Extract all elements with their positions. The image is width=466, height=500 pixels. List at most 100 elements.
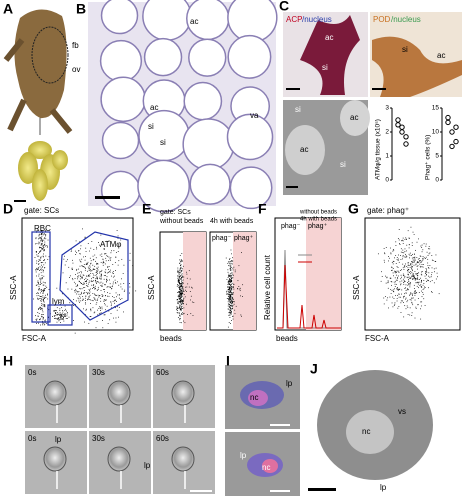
event-dot — [39, 307, 41, 309]
event-dot — [228, 275, 230, 277]
event-dot — [113, 300, 115, 302]
event-dot — [102, 264, 104, 266]
event-dot — [403, 293, 405, 295]
event-dot — [407, 270, 408, 271]
event-dot — [228, 289, 229, 291]
event-dot — [413, 278, 415, 279]
event-dot — [230, 310, 232, 312]
event-dot — [395, 255, 397, 256]
event-dot — [102, 295, 104, 297]
histogram-with — [277, 264, 341, 329]
event-dot — [233, 266, 235, 268]
event-dot — [71, 288, 73, 290]
event-dot — [401, 289, 403, 291]
event-dot — [178, 290, 180, 292]
event-dot — [66, 313, 68, 315]
event-dot — [178, 281, 180, 283]
event-dot — [229, 278, 230, 280]
event-dot — [435, 254, 437, 256]
event-dot — [97, 263, 98, 264]
event-dot — [43, 264, 45, 266]
event-dot — [400, 255, 401, 256]
nucleus — [262, 459, 278, 473]
event-dot — [230, 278, 232, 280]
event-dot — [41, 230, 43, 232]
event-dot — [405, 290, 407, 291]
event-dot — [391, 270, 392, 272]
event-dot — [100, 277, 102, 279]
event-dot — [395, 271, 397, 272]
gate-name: phag⁻ — [281, 223, 301, 230]
event-dot — [87, 279, 89, 280]
event-dot — [84, 279, 85, 281]
event-dot — [183, 313, 185, 315]
event-dot — [80, 271, 82, 272]
event-dot — [180, 272, 182, 274]
gate-name: phag⁺ — [234, 235, 254, 242]
event-dot — [41, 307, 43, 309]
event-dot — [230, 301, 232, 303]
event-dot — [65, 314, 66, 316]
event-dot — [180, 274, 182, 276]
event-dot — [124, 289, 126, 291]
event-dot — [404, 251, 406, 252]
event-dot — [81, 288, 83, 290]
event-dot — [230, 277, 232, 278]
event-dot — [408, 283, 410, 284]
event-dot — [96, 263, 98, 265]
event-dot — [72, 279, 74, 281]
event-dot — [40, 238, 42, 240]
event-dot — [178, 270, 180, 272]
event-dot — [98, 308, 100, 309]
event-dot — [416, 278, 418, 280]
event-dot — [409, 252, 411, 254]
event-dot — [36, 293, 38, 294]
event-dot — [90, 303, 91, 304]
annotation: si — [148, 122, 154, 131]
nucleus — [346, 410, 394, 454]
event-dot — [179, 307, 181, 309]
event-dot — [38, 309, 39, 310]
event-dot — [40, 298, 42, 299]
event-dot — [179, 254, 181, 256]
event-dot — [420, 301, 422, 303]
event-dot — [39, 251, 41, 252]
event-dot — [228, 299, 230, 300]
event-dot — [179, 301, 181, 303]
condition: without beads — [159, 218, 204, 225]
event-dot — [78, 293, 80, 295]
cell — [171, 380, 195, 406]
event-dot — [113, 272, 114, 274]
event-dot — [121, 298, 123, 300]
event-dot — [230, 285, 232, 287]
event-dot — [43, 245, 45, 246]
event-dot — [231, 287, 233, 289]
event-dot — [66, 318, 68, 319]
event-dot — [38, 273, 40, 275]
event-dot — [428, 287, 429, 289]
event-dot — [95, 288, 96, 289]
adipocyte — [188, 38, 227, 77]
event-dot — [381, 276, 383, 277]
event-dot — [417, 304, 419, 306]
event-dot — [54, 312, 56, 313]
event-dot — [40, 279, 42, 281]
event-dot — [402, 300, 404, 302]
event-dot — [106, 240, 108, 242]
event-dot — [417, 281, 419, 283]
event-dot — [100, 306, 102, 308]
event-dot — [41, 244, 42, 245]
event-dot — [228, 296, 230, 298]
event-dot — [181, 292, 183, 294]
event-dot — [190, 295, 192, 297]
annotation: ac — [300, 145, 308, 154]
event-dot — [37, 312, 39, 313]
event-dot — [108, 310, 110, 312]
event-dot — [36, 230, 38, 232]
event-dot — [78, 298, 80, 300]
event-dot — [412, 261, 414, 263]
event-dot — [182, 279, 184, 281]
event-dot — [83, 283, 85, 285]
event-dot — [59, 312, 61, 314]
time-label: 0s — [28, 368, 36, 377]
